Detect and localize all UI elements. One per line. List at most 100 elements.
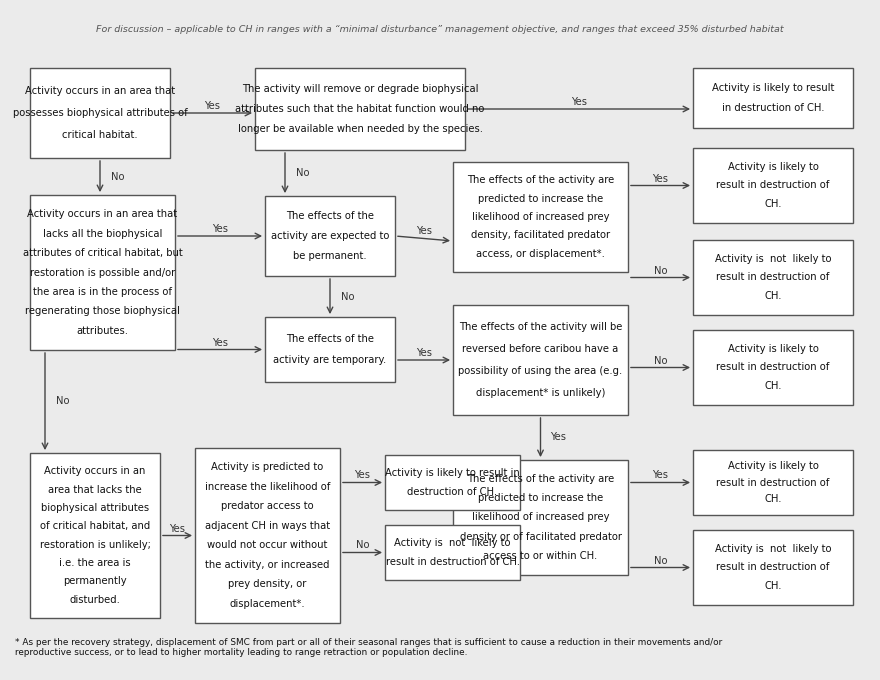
Text: No: No — [356, 541, 370, 551]
Text: The activity will remove or degrade biophysical: The activity will remove or degrade biop… — [242, 84, 478, 94]
Text: density or of facilitated predator: density or of facilitated predator — [459, 532, 621, 542]
Text: Activity is  not  likely to: Activity is not likely to — [715, 544, 832, 554]
Text: area that lacks the: area that lacks the — [48, 485, 142, 494]
Text: increase the likelihood of: increase the likelihood of — [205, 482, 330, 492]
Text: No: No — [654, 265, 667, 275]
Text: Yes: Yes — [652, 173, 669, 184]
Text: attributes of critical habitat, but: attributes of critical habitat, but — [23, 248, 182, 258]
Text: disturbed.: disturbed. — [70, 595, 121, 605]
Text: No: No — [56, 396, 70, 407]
Text: Yes: Yes — [170, 524, 186, 534]
Bar — [30, 453, 160, 618]
Bar — [30, 195, 175, 350]
Text: result in destruction of: result in destruction of — [716, 562, 830, 573]
Bar — [265, 196, 395, 276]
Text: adjacent CH in ways that: adjacent CH in ways that — [205, 521, 330, 531]
Text: possibility of using the area (e.g.: possibility of using the area (e.g. — [458, 366, 623, 376]
Text: access to or within CH.: access to or within CH. — [483, 551, 598, 561]
Text: No: No — [111, 171, 125, 182]
Text: reversed before caribou have a: reversed before caribou have a — [462, 344, 619, 354]
Text: Activity occurs in an area that: Activity occurs in an area that — [25, 86, 175, 95]
Text: predicted to increase the: predicted to increase the — [478, 194, 603, 204]
Text: destruction of CH.: destruction of CH. — [407, 487, 497, 496]
Bar — [693, 330, 853, 405]
Text: Activity is likely to result: Activity is likely to result — [712, 83, 834, 93]
Text: Yes: Yes — [416, 348, 432, 358]
Bar — [693, 148, 853, 223]
Text: Yes: Yes — [652, 471, 669, 481]
Text: displacement*.: displacement*. — [230, 598, 305, 609]
Text: * As per the recovery strategy, displacement of SMC from part or all of their se: * As per the recovery strategy, displace… — [15, 638, 722, 658]
Text: Yes: Yes — [204, 101, 221, 111]
Text: biophysical attributes: biophysical attributes — [41, 503, 149, 513]
Text: longer be available when needed by the species.: longer be available when needed by the s… — [238, 124, 482, 135]
Text: The effects of the activity will be: The effects of the activity will be — [458, 322, 622, 332]
Text: Yes: Yes — [212, 337, 228, 347]
Text: be permanent.: be permanent. — [293, 251, 367, 261]
Text: Activity is likely to: Activity is likely to — [728, 162, 818, 172]
Bar — [265, 317, 395, 382]
Text: Activity is predicted to: Activity is predicted to — [211, 462, 324, 473]
Bar — [693, 450, 853, 515]
Bar — [255, 68, 465, 150]
Text: predicted to increase the: predicted to increase the — [478, 493, 603, 503]
Bar — [195, 448, 340, 623]
Text: Yes: Yes — [416, 226, 432, 237]
Text: access, or displacement*.: access, or displacement*. — [476, 249, 605, 258]
Text: result in destruction of: result in destruction of — [716, 180, 830, 190]
Text: displacement* is unlikely): displacement* is unlikely) — [476, 388, 605, 398]
Text: No: No — [654, 556, 667, 566]
Text: Yes: Yes — [355, 471, 370, 481]
Text: The effects of the: The effects of the — [286, 211, 374, 221]
Bar — [693, 240, 853, 315]
Bar — [385, 525, 520, 580]
Text: would not occur without: would not occur without — [208, 540, 327, 550]
Text: result in destruction of: result in destruction of — [716, 362, 830, 373]
Text: The effects of the: The effects of the — [286, 334, 374, 343]
Text: CH.: CH. — [764, 291, 781, 301]
Text: The effects of the activity are: The effects of the activity are — [467, 175, 614, 186]
Text: For discussion – applicable to CH in ranges with a “minimal disturbance” managem: For discussion – applicable to CH in ran… — [96, 25, 784, 35]
Bar — [30, 68, 170, 158]
Text: density, facilitated predator: density, facilitated predator — [471, 231, 610, 240]
Text: CH.: CH. — [764, 494, 781, 504]
Text: restoration is unlikely;: restoration is unlikely; — [40, 540, 150, 549]
Text: CH.: CH. — [764, 581, 781, 591]
Text: activity are temporary.: activity are temporary. — [274, 356, 386, 365]
Bar — [453, 162, 628, 272]
Text: critical habitat.: critical habitat. — [62, 131, 138, 141]
Text: result in destruction of CH.: result in destruction of CH. — [385, 557, 519, 566]
Text: the area is in the process of: the area is in the process of — [33, 287, 172, 297]
Text: No: No — [341, 292, 355, 301]
Text: Yes: Yes — [571, 97, 587, 107]
Text: i.e. the area is: i.e. the area is — [59, 558, 131, 568]
Text: Activity is likely to: Activity is likely to — [728, 344, 818, 354]
Text: result in destruction of: result in destruction of — [716, 477, 830, 488]
Bar — [453, 460, 628, 575]
Text: the activity, or increased: the activity, or increased — [205, 560, 330, 570]
Text: CH.: CH. — [764, 199, 781, 209]
Text: CH.: CH. — [764, 381, 781, 391]
Bar — [453, 305, 628, 415]
Text: possesses biophysical attributes of: possesses biophysical attributes of — [12, 108, 187, 118]
Text: regenerating those biophysical: regenerating those biophysical — [25, 306, 180, 316]
Text: Activity occurs in an: Activity occurs in an — [44, 466, 146, 476]
Text: Yes: Yes — [212, 224, 228, 234]
Text: restoration is possible and/or: restoration is possible and/or — [30, 267, 175, 277]
Text: No: No — [297, 168, 310, 178]
Text: result in destruction of: result in destruction of — [716, 273, 830, 282]
Text: permanently: permanently — [63, 577, 127, 586]
Text: Activity is likely to: Activity is likely to — [728, 461, 818, 471]
Text: attributes such that the habitat function would no: attributes such that the habitat functio… — [235, 104, 485, 114]
Text: Activity is  not  likely to: Activity is not likely to — [394, 539, 510, 548]
Text: The effects of the activity are: The effects of the activity are — [467, 474, 614, 484]
Text: likelihood of increased prey: likelihood of increased prey — [472, 513, 609, 522]
Text: Activity occurs in an area that: Activity occurs in an area that — [27, 209, 178, 220]
Text: No: No — [654, 356, 667, 366]
Text: likelihood of increased prey: likelihood of increased prey — [472, 212, 609, 222]
Bar — [385, 455, 520, 510]
Text: lacks all the biophysical: lacks all the biophysical — [43, 228, 162, 239]
Text: Yes: Yes — [551, 432, 567, 443]
Bar — [693, 68, 853, 128]
Text: prey density, or: prey density, or — [228, 579, 307, 589]
